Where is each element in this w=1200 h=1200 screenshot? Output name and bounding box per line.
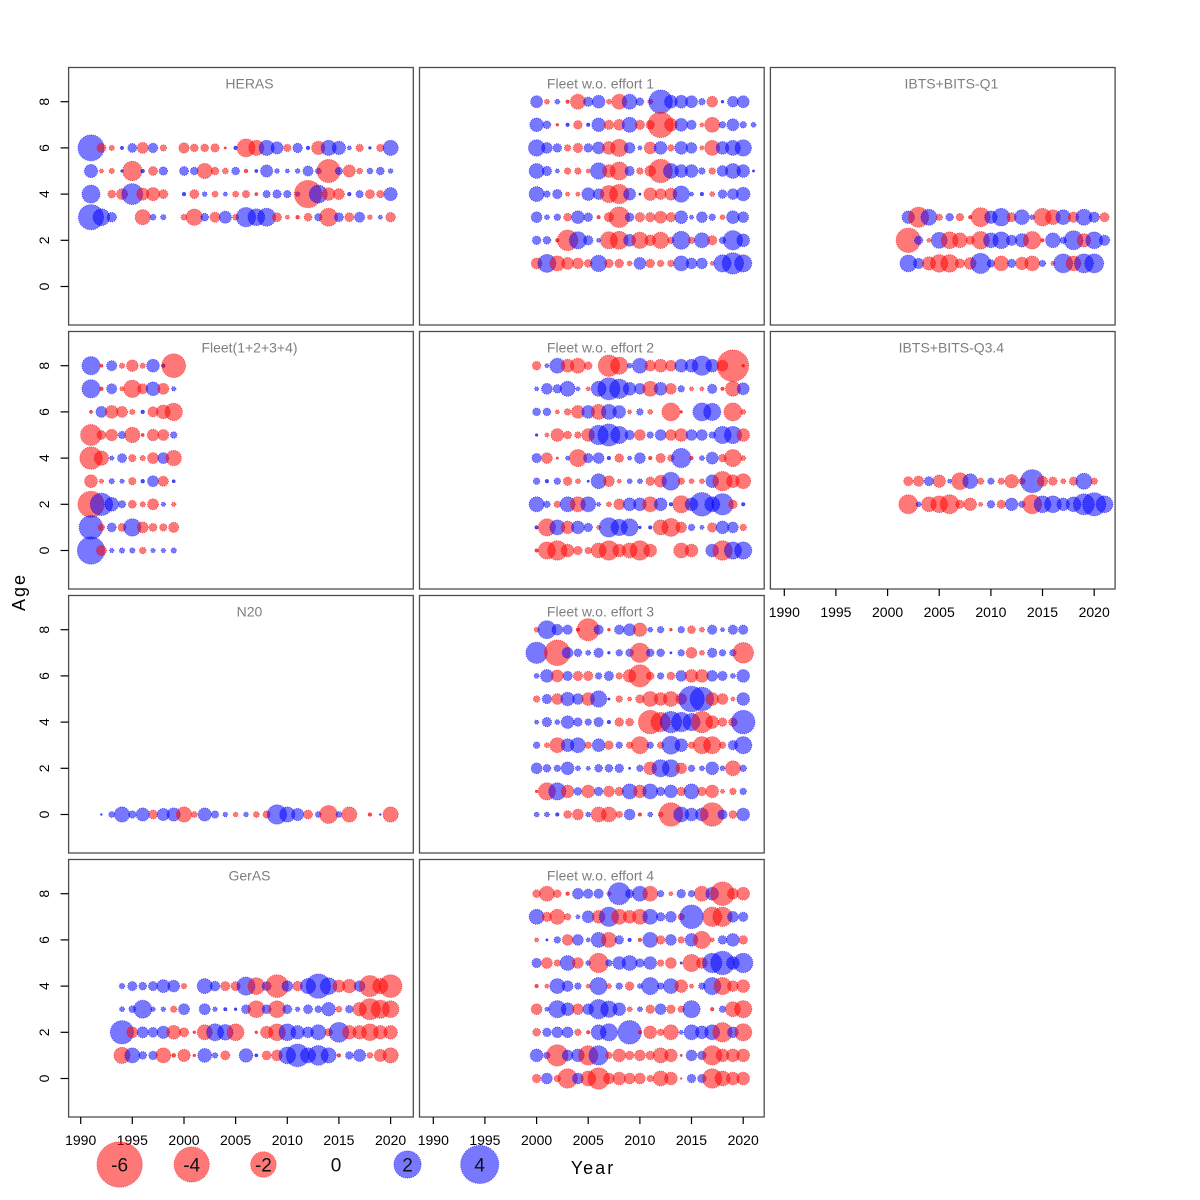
svg-text:4: 4 (36, 718, 52, 726)
svg-text:IBTS+BITS-Q1: IBTS+BITS-Q1 (905, 76, 999, 92)
svg-text:2015: 2015 (676, 1132, 707, 1148)
svg-text:2000: 2000 (521, 1132, 552, 1148)
svg-text:2010: 2010 (975, 604, 1006, 620)
svg-text:6: 6 (36, 936, 52, 944)
svg-text:N20: N20 (237, 604, 263, 620)
svg-text:1990: 1990 (65, 1132, 96, 1148)
svg-text:6: 6 (36, 408, 52, 416)
svg-text:0: 0 (36, 810, 52, 818)
svg-text:6: 6 (36, 672, 52, 680)
svg-text:1995: 1995 (820, 604, 851, 620)
svg-text:6: 6 (36, 144, 52, 152)
svg-text:2: 2 (402, 1156, 413, 1177)
svg-text:2020: 2020 (728, 1132, 759, 1148)
svg-text:2000: 2000 (168, 1132, 199, 1148)
svg-text:0: 0 (36, 1074, 52, 1082)
svg-text:2: 2 (36, 236, 52, 244)
svg-text:8: 8 (36, 98, 52, 106)
svg-text:8: 8 (36, 626, 52, 634)
svg-text:2: 2 (36, 1028, 52, 1036)
svg-text:Fleet w.o. effort 4: Fleet w.o. effort 4 (547, 868, 654, 884)
svg-text:-4: -4 (183, 1156, 200, 1177)
svg-text:2015: 2015 (1027, 604, 1058, 620)
svg-text:IBTS+BITS-Q3.4: IBTS+BITS-Q3.4 (899, 340, 1005, 356)
svg-text:2015: 2015 (323, 1132, 354, 1148)
svg-text:-2: -2 (255, 1156, 272, 1177)
svg-text:2020: 2020 (1079, 604, 1110, 620)
svg-text:2: 2 (36, 764, 52, 772)
svg-text:Fleet w.o. effort 3: Fleet w.o. effort 3 (547, 604, 654, 620)
svg-text:2: 2 (36, 500, 52, 508)
svg-text:2000: 2000 (872, 604, 903, 620)
svg-text:0: 0 (36, 282, 52, 290)
svg-text:Fleet w.o. effort 2: Fleet w.o. effort 2 (547, 340, 654, 356)
svg-text:4: 4 (36, 454, 52, 462)
svg-text:1990: 1990 (769, 604, 800, 620)
svg-text:0: 0 (36, 546, 52, 554)
svg-text:4: 4 (474, 1156, 485, 1177)
svg-text:8: 8 (36, 890, 52, 898)
svg-text:Year: Year (571, 1158, 615, 1178)
svg-text:8: 8 (36, 362, 52, 370)
svg-text:4: 4 (36, 190, 52, 198)
svg-text:2005: 2005 (220, 1132, 251, 1148)
svg-text:2010: 2010 (272, 1132, 303, 1148)
svg-text:Fleet w.o. effort 1: Fleet w.o. effort 1 (547, 76, 654, 92)
svg-text:Fleet(1+2+3+4): Fleet(1+2+3+4) (201, 340, 297, 356)
svg-text:HERAS: HERAS (225, 76, 273, 92)
svg-text:1995: 1995 (469, 1132, 500, 1148)
svg-text:-6: -6 (111, 1156, 128, 1177)
svg-text:GerAS: GerAS (228, 868, 270, 884)
svg-text:2020: 2020 (375, 1132, 406, 1148)
svg-text:Age: Age (9, 573, 29, 611)
svg-text:2005: 2005 (924, 604, 955, 620)
svg-text:2010: 2010 (624, 1132, 655, 1148)
svg-text:1990: 1990 (418, 1132, 449, 1148)
svg-text:2005: 2005 (573, 1132, 604, 1148)
svg-text:0: 0 (331, 1156, 342, 1177)
svg-text:4: 4 (36, 982, 52, 990)
